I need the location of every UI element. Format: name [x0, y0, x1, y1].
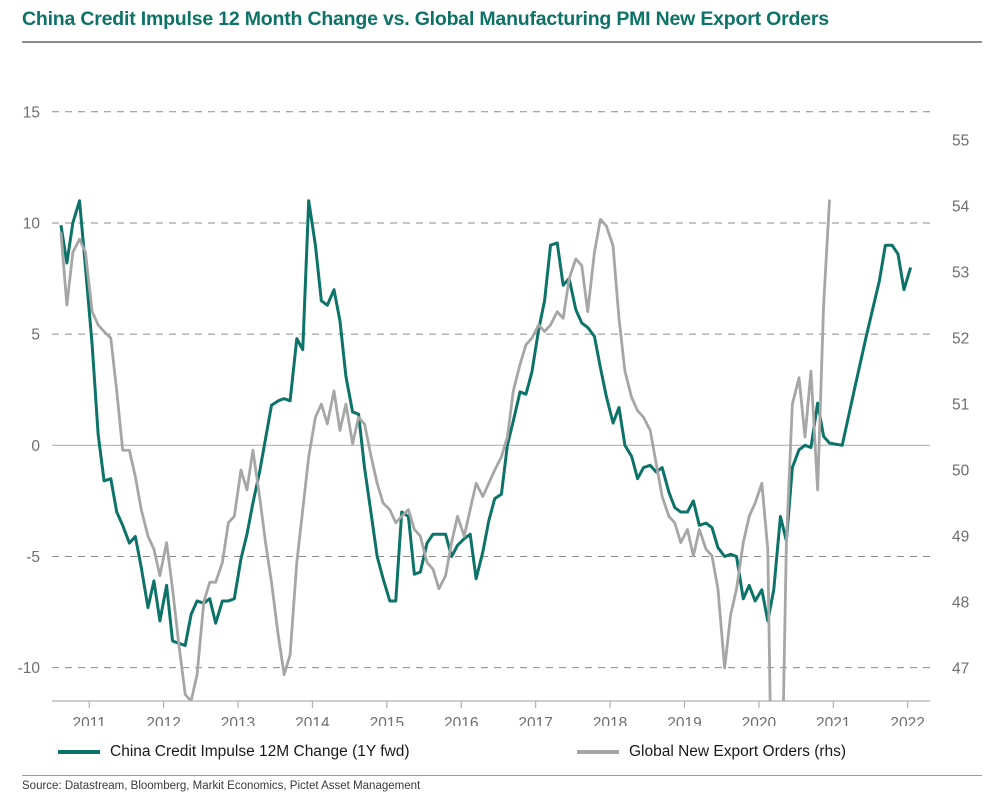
right-axis-labels: 55 54 53 52 51 50 49 48 47	[952, 133, 970, 678]
x-axis-tick-label: 2020	[742, 715, 777, 726]
x-axis-tick-label: 2017	[518, 715, 552, 726]
left-axis-tick-label: 15	[23, 104, 40, 121]
left-axis-tick-label: 0	[31, 438, 40, 455]
right-axis-tick-label: 47	[952, 661, 969, 678]
right-axis-tick-label: 54	[952, 199, 970, 216]
left-axis-tick-label: 5	[31, 327, 40, 344]
left-axis-tick-label: -5	[26, 549, 40, 566]
legend-item-global-new-export-orders[interactable]: Global New Export Orders (rhs)	[577, 740, 846, 764]
page-title: China Credit Impulse 12 Month Change vs.…	[22, 8, 829, 30]
left-axis-tick-label: -10	[18, 660, 41, 677]
chart-legend: China Credit Impulse 12M Change (1Y fwd)…	[0, 740, 1003, 770]
left-axis-tick-label: 10	[23, 215, 41, 232]
right-axis-tick-label: 49	[952, 529, 969, 546]
chart-plot-area: 15 10 5 0 -5 -10 55 54 53 52 51 50 49 48 47 2011 2012 2…	[0, 46, 1003, 726]
legend-label-china-credit-impulse: China Credit Impulse 12M Change (1Y fwd)	[110, 743, 410, 760]
x-axis-tick-label: 2021	[816, 715, 850, 726]
right-axis-tick-label: 51	[952, 397, 969, 414]
x-axis-tick-label: 2012	[146, 715, 180, 726]
right-axis-tick-label: 48	[952, 595, 969, 612]
title-divider	[22, 41, 982, 43]
legend-item-china-credit-impulse[interactable]: China Credit Impulse 12M Change (1Y fwd)	[58, 740, 410, 764]
legend-swatch-grey	[577, 750, 619, 754]
title-block: China Credit Impulse 12 Month Change vs.…	[0, 0, 1003, 44]
right-axis-tick-label: 53	[952, 265, 969, 282]
x-axis-tick-label: 2022	[890, 715, 924, 726]
footer-divider	[22, 775, 982, 776]
right-axis-tick-label: 55	[952, 133, 969, 150]
x-axis-tick-label: 2013	[221, 715, 255, 726]
source-note: Source: Datastream, Bloomberg, Markit Ec…	[22, 780, 421, 792]
x-axis-tick-label: 2018	[593, 715, 627, 726]
x-axis-tick-label: 2014	[295, 715, 330, 726]
right-axis-tick-label: 52	[952, 331, 969, 348]
series-line-china-credit-impulse	[59, 199, 913, 647]
legend-swatch-teal	[58, 750, 100, 754]
right-axis-tick-label: 50	[952, 463, 970, 480]
left-axis-labels: 15 10 5 0 -5 -10	[18, 104, 41, 677]
series-line-global-new-export-orders	[59, 199, 831, 701]
x-axis-tick-label: 2016	[444, 715, 478, 726]
x-axis-tick-label: 2015	[370, 715, 404, 726]
x-axis-tick-label: 2019	[667, 715, 701, 726]
series-lines-group	[59, 199, 913, 701]
x-axis-group: 2011 2012 2013 2014 2015 2016 2017 2018 2019 2020…	[52, 700, 930, 726]
x-axis-tick-label: 2011	[73, 715, 106, 726]
gridlines-group	[52, 111, 930, 669]
legend-label-global-new-export-orders: Global New Export Orders (rhs)	[629, 743, 847, 760]
